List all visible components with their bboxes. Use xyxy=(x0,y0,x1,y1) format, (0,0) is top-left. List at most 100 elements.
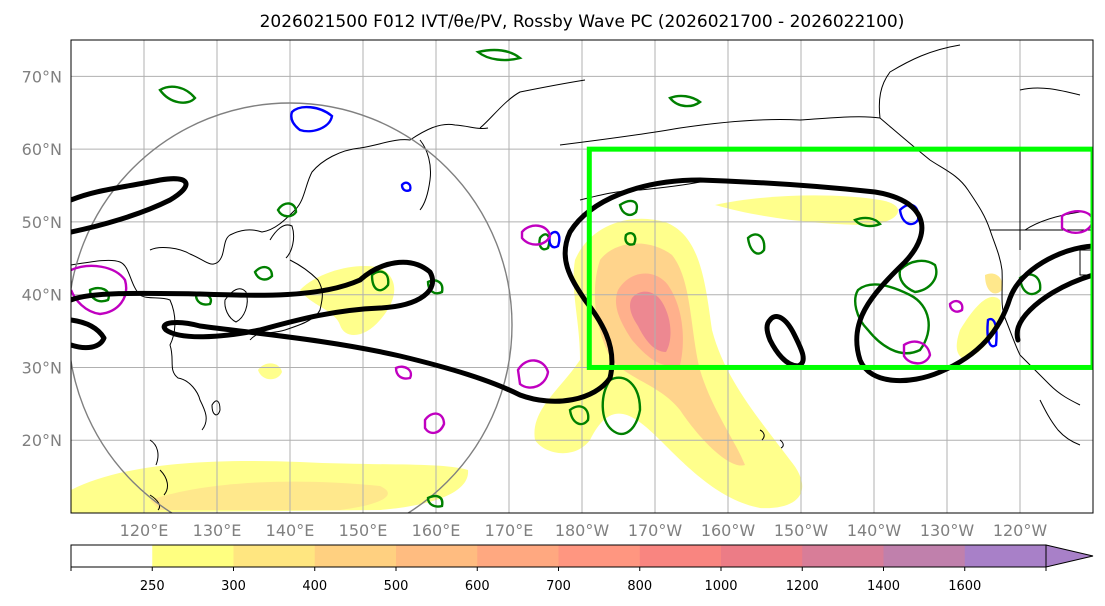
pv-magenta-7 xyxy=(394,365,413,380)
pv-magenta-6 xyxy=(902,340,932,365)
theta-e-12 xyxy=(568,405,590,426)
theta-e-20 xyxy=(853,216,882,228)
coast-baja xyxy=(1039,399,1081,446)
pv-blue-5 xyxy=(400,181,412,192)
coast-hawaii xyxy=(759,429,784,449)
lon-label: 180°W xyxy=(555,521,610,540)
colorbar-segment xyxy=(233,545,316,567)
wave-contour-main xyxy=(71,176,1093,404)
colorbar-segment xyxy=(477,545,559,567)
lat-label: 50°N xyxy=(22,213,62,232)
ivt-shading xyxy=(71,195,1003,513)
colorbar-segment xyxy=(71,545,153,567)
colorbar-label: 1000 xyxy=(704,579,737,594)
colorbar-segment xyxy=(558,545,641,567)
map-area: 70°N 60°N 50°N 40°N 30°N 20°N 120°E 130°E 140°E… xyxy=(22,39,1094,540)
theta-e-2 xyxy=(276,202,298,218)
colorbar: 250 300 400 500 600 700 800 1000 1200 1400 1600 xyxy=(70,544,1094,594)
coast-taiwan xyxy=(211,400,221,416)
ivt-west-pacific xyxy=(300,266,395,336)
coastlines xyxy=(71,44,1093,511)
lat-label: 40°N xyxy=(22,286,62,305)
theta-e-19 xyxy=(426,494,444,508)
ivt-east-2 xyxy=(985,273,1003,294)
pv-magenta-3 xyxy=(516,359,550,389)
coast-alaska xyxy=(559,44,1021,356)
colorbar-label: 250 xyxy=(140,579,165,594)
colorbar-label: 1200 xyxy=(786,579,819,594)
lat-label: 60°N xyxy=(22,140,62,159)
lon-label: 130°E xyxy=(193,521,242,540)
lon-label: 150°E xyxy=(339,521,388,540)
lon-label: 170°E xyxy=(485,521,534,540)
ivt-river-peak xyxy=(630,291,671,352)
chart-title: 2026021500 F012 IVT/θe/PV, Rossby Wave P… xyxy=(260,12,905,32)
colorbar-segment xyxy=(802,545,884,567)
lon-label: 170°W xyxy=(628,521,683,540)
theta-e-10 xyxy=(624,231,637,246)
colorbar-segment xyxy=(721,545,803,567)
coast-japan xyxy=(249,224,323,341)
colorbar-label: 300 xyxy=(221,579,246,594)
theta-e-3 xyxy=(253,265,274,281)
pv-blue-1 xyxy=(290,105,334,133)
coast-north-america xyxy=(1019,87,1081,406)
colorbar-segment xyxy=(314,545,397,567)
lat-label: 20°N xyxy=(22,431,62,450)
colorbar-segment xyxy=(639,545,722,567)
pv-magenta-8 xyxy=(948,299,964,313)
pv-magenta-4 xyxy=(423,412,446,435)
theta-e-11 xyxy=(601,376,642,436)
map-frame xyxy=(70,39,1094,514)
lon-label: 130°W xyxy=(920,521,975,540)
lon-label: 160°W xyxy=(701,521,756,540)
coast-korea xyxy=(224,288,248,323)
colorbar-label: 500 xyxy=(384,579,409,594)
theta-e-15 xyxy=(898,259,938,294)
pv-blue-2 xyxy=(548,230,561,249)
lon-label: 120°E xyxy=(120,521,169,540)
colorbar-labels: 250 300 400 500 600 700 800 1000 1200 1400 1600 xyxy=(70,567,1047,594)
theta-e-9 xyxy=(618,199,639,216)
lon-label: 140°E xyxy=(266,521,315,540)
rossby-wave-contours xyxy=(71,176,1093,404)
lat-labels: 70°N 60°N 50°N 40°N 30°N 20°N xyxy=(22,67,62,450)
theta-e-13 xyxy=(746,233,766,255)
lon-label: 160°E xyxy=(412,521,461,540)
colorbar-segment xyxy=(152,545,234,567)
colorbar-segment xyxy=(396,545,478,567)
wave-contour-east xyxy=(1014,272,1093,343)
highlight-box xyxy=(586,146,1093,370)
lat-label: 30°N xyxy=(22,358,62,377)
colorbar-label: 600 xyxy=(465,579,490,594)
theta-e-18 xyxy=(475,48,523,62)
ivt-band-south-inner xyxy=(150,481,388,510)
ivt-east-1 xyxy=(956,296,1001,360)
lon-labels: 120°E 130°E 140°E 150°E 160°E 170°E 180°W 170°W… xyxy=(120,521,1048,540)
pv-magenta-2 xyxy=(520,224,552,246)
coast-aleutians xyxy=(579,181,701,201)
ivt-jet-north xyxy=(715,195,899,225)
colorbar-segments xyxy=(71,545,1047,567)
colorbar-label: 400 xyxy=(302,579,327,594)
colorbar-extend-arrow xyxy=(1045,544,1094,568)
colorbar-label: 700 xyxy=(546,579,571,594)
coast-philippines xyxy=(149,439,168,511)
lon-label: 120°W xyxy=(993,521,1048,540)
colorbar-label: 1400 xyxy=(867,579,900,594)
theta-e-17 xyxy=(668,94,703,108)
pv-magenta-1 xyxy=(71,264,128,316)
colorbar-label: 1600 xyxy=(948,579,981,594)
colorbar-label: 800 xyxy=(627,579,652,594)
lon-label: 140°W xyxy=(847,521,902,540)
coast-canada-border xyxy=(990,148,1093,276)
pv-blue-4 xyxy=(986,317,998,348)
theta-e-1 xyxy=(158,85,197,104)
lat-label: 70°N xyxy=(22,67,62,86)
lon-label: 150°W xyxy=(774,521,829,540)
colorbar-segment xyxy=(883,545,966,567)
colorbar-segment xyxy=(964,545,1047,567)
wave-contour-west xyxy=(71,317,107,351)
region-circle xyxy=(71,102,513,513)
